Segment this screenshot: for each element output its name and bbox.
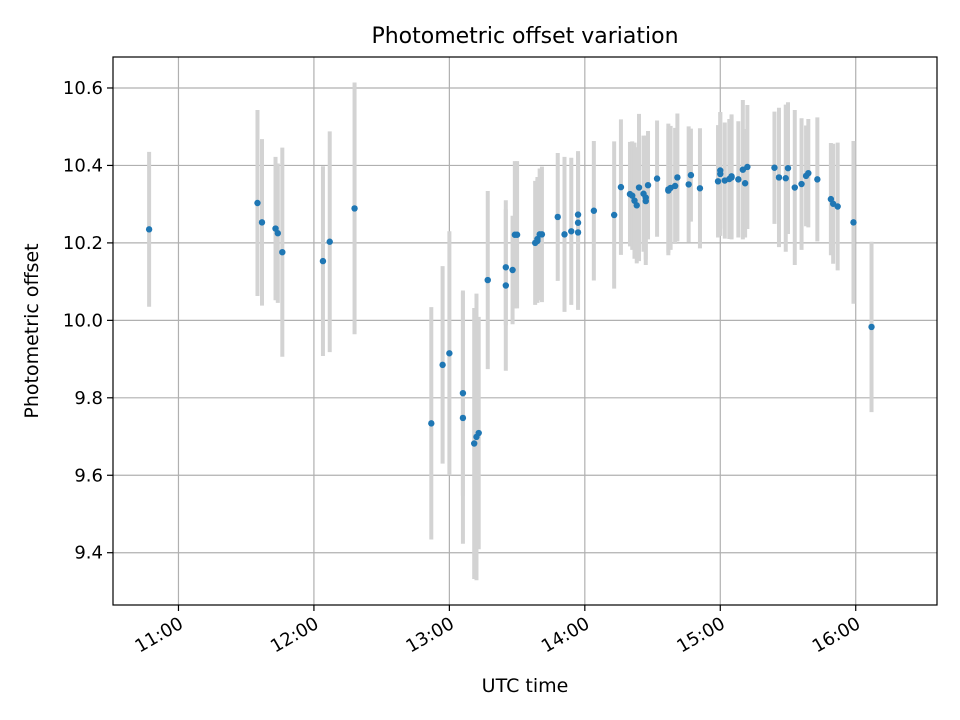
y-tick-label: 9.6 <box>74 465 103 486</box>
y-tick-label: 10.0 <box>63 310 103 331</box>
data-point <box>574 229 582 236</box>
data-point <box>834 203 841 210</box>
y-axis-ticks: 9.4 9.6 9.8 10.0 10.2 10.4 10.6 <box>63 78 113 564</box>
data-point <box>735 176 742 183</box>
data-point <box>617 183 625 191</box>
data-point <box>574 219 582 226</box>
data-point <box>459 389 467 397</box>
data-point <box>574 211 582 218</box>
data-point <box>784 164 792 172</box>
data-point <box>254 199 261 207</box>
data-point <box>850 219 857 226</box>
y-axis-label: Photometric offset <box>21 243 43 418</box>
data-point <box>459 414 467 422</box>
data-point <box>717 170 724 178</box>
data-point <box>633 202 640 209</box>
data-point <box>635 184 643 191</box>
y-tick-label: 10.6 <box>63 78 103 99</box>
x-axis-label: UTC time <box>482 675 569 697</box>
data-point <box>428 420 435 427</box>
y-tick-label: 9.8 <box>74 388 103 409</box>
data-point <box>771 164 778 171</box>
data-point <box>274 230 281 237</box>
data-point <box>805 169 812 177</box>
data-point <box>814 176 821 183</box>
data-point <box>319 257 327 265</box>
data-point <box>629 192 636 199</box>
y-tick-label: 10.4 <box>63 155 103 176</box>
data-point <box>590 207 598 214</box>
data-point <box>279 248 286 256</box>
data-point <box>775 174 783 181</box>
data-point <box>471 440 478 447</box>
data-point <box>534 237 541 245</box>
data-point <box>258 219 266 226</box>
data-point <box>674 174 681 181</box>
data-point <box>741 180 749 187</box>
data-point <box>554 213 561 221</box>
data-point <box>351 205 358 212</box>
chart-title: Photometric offset variation <box>371 24 678 49</box>
data-point <box>610 211 618 219</box>
data-point <box>502 264 510 271</box>
data-point <box>791 184 798 191</box>
data-point <box>439 361 446 369</box>
data-point <box>502 282 510 289</box>
data-point <box>671 182 679 190</box>
data-point <box>475 429 482 437</box>
data-point <box>484 276 491 284</box>
data-point <box>685 181 692 188</box>
plot-frame <box>112 56 938 606</box>
data-point <box>744 163 751 171</box>
data-point <box>538 231 546 238</box>
data-point <box>728 174 735 181</box>
y-tick-label: 10.2 <box>63 233 103 254</box>
data-point <box>509 266 516 274</box>
data-point <box>868 323 875 331</box>
y-tick-label: 9.4 <box>74 543 103 564</box>
data-point <box>326 238 333 245</box>
data-points <box>145 163 875 447</box>
data-point <box>782 175 789 182</box>
data-point <box>561 231 568 238</box>
data-point <box>568 228 575 235</box>
data-point <box>696 185 704 192</box>
data-point <box>714 178 722 185</box>
data-point <box>653 175 661 182</box>
data-point <box>145 226 153 233</box>
data-point <box>687 171 695 179</box>
data-point <box>798 180 805 188</box>
data-point <box>642 197 649 205</box>
data-point <box>446 350 453 357</box>
data-point <box>644 181 652 189</box>
data-point <box>513 231 521 238</box>
